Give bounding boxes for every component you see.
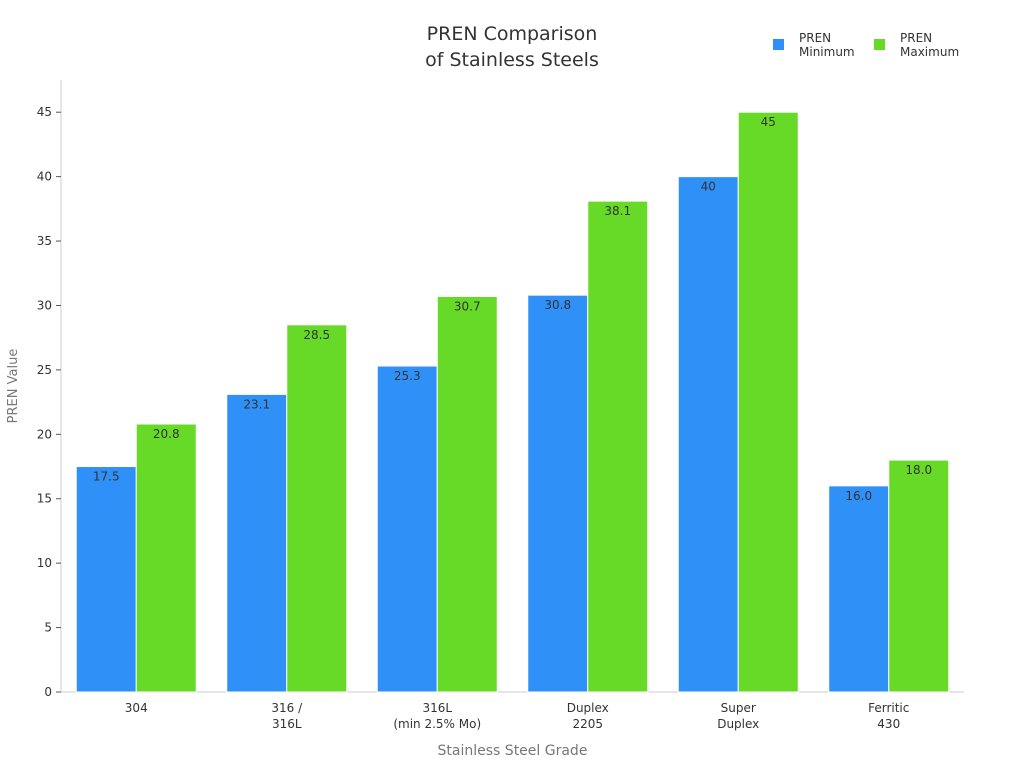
legend-label: Minimum [799,45,855,59]
chart-title: of Stainless Steels [425,49,599,71]
legend-swatch [773,39,784,50]
x-tick-label: 430 [877,717,900,731]
y-tick-label: 5 [44,621,52,635]
x-tick-label: Duplex [717,717,759,731]
y-axis-title: PREN Value [6,349,21,424]
bar [135,423,197,693]
y-tick-label: 40 [37,170,52,184]
bar [527,294,589,693]
y-tick-label: 15 [37,492,52,506]
y-tick-label: 35 [37,234,52,248]
y-tick-label: 0 [44,685,52,699]
bar [436,295,498,693]
bar-data-label: 18.0 [905,463,932,477]
bar [376,365,438,693]
bar [226,393,288,693]
x-tick-label: Duplex [567,701,609,715]
x-tick-label: 316 / [271,701,303,715]
bar-data-label: 28.5 [303,328,330,342]
bar-data-label: 30.7 [454,299,481,313]
bar-data-label: 25.3 [394,369,421,383]
bar-data-label: 20.8 [153,427,180,441]
legend-label: PREN [799,31,831,45]
x-tick-label: Ferritic [868,701,909,715]
bar-data-label: 30.8 [544,298,571,312]
y-tick-label: 45 [37,105,52,119]
bar [737,111,799,693]
x-tick-label: 304 [125,701,148,715]
x-tick-label: 2205 [572,717,603,731]
bar-data-label: 40 [701,180,716,194]
bar [828,485,890,693]
legend-label: Maximum [900,45,959,59]
legend-swatch [874,39,885,50]
x-tick-label: Super [721,701,756,715]
y-tick-label: 20 [37,427,52,441]
x-tick-label: 316L [422,701,452,715]
x-tick-label: 316L [272,717,302,731]
bar-data-label: 23.1 [243,397,270,411]
bar [888,459,950,693]
bar-data-label: 38.1 [604,204,631,218]
y-tick-label: 30 [37,298,52,312]
chart-title: PREN Comparison [427,23,598,45]
bar [286,324,348,693]
bar [75,466,137,693]
bar [677,176,739,693]
bar-data-label: 17.5 [93,470,120,484]
x-tick-label: (min 2.5% Mo) [393,717,481,731]
y-tick-label: 10 [37,556,52,570]
bar-data-label: 45 [761,115,776,129]
bar-data-label: 16.0 [845,489,872,503]
legend-label: PREN [900,31,932,45]
bar [587,200,649,693]
y-tick-label: 25 [37,363,52,377]
x-axis-title: Stainless Steel Grade [438,743,588,759]
